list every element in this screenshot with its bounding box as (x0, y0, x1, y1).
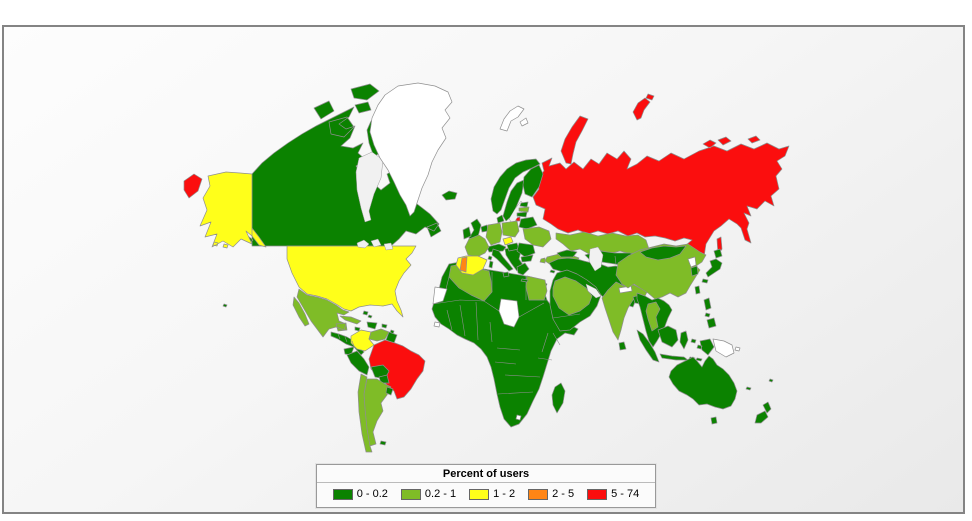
country-chile[interactable] (357, 373, 373, 453)
country-hispaniola[interactable] (366, 321, 378, 330)
country-papua-new-guinea[interactable] (712, 338, 741, 358)
country-austria-switzerland[interactable] (486, 243, 507, 253)
legend-label: 2 - 5 (552, 488, 575, 500)
country-thailand[interactable] (645, 301, 661, 332)
country-italy[interactable] (487, 248, 514, 278)
country-mongolia[interactable] (639, 245, 687, 261)
legend-box: Percent of users 0 - 0.2 0.2 - 1 1 - 2 2 - … (316, 464, 656, 508)
country-philippines[interactable] (703, 297, 717, 329)
country-mexico[interactable] (292, 288, 350, 338)
country-united-states[interactable] (199, 171, 417, 318)
country-sri-lanka[interactable] (618, 341, 627, 351)
country-uruguay[interactable] (385, 386, 394, 396)
caspian-sea (588, 246, 604, 272)
legend-item-4: 5 - 74 (587, 488, 639, 500)
country-greenland[interactable] (369, 82, 453, 217)
country-china[interactable] (615, 243, 707, 300)
legend-items: 0 - 0.2 0.2 - 1 1 - 2 2 - 5 5 - 74 (317, 483, 655, 505)
country-estonia[interactable] (519, 201, 529, 208)
country-western-sahara[interactable] (432, 286, 448, 305)
country-egypt[interactable] (525, 275, 548, 301)
country-hawaii[interactable] (222, 303, 228, 308)
country-jamaica[interactable] (354, 326, 361, 332)
country-bulgaria[interactable] (520, 254, 534, 263)
country-guinea-bissau[interactable] (433, 321, 441, 328)
legend-swatch-icon (469, 488, 490, 500)
legend-swatch-icon (332, 488, 353, 500)
country-japan[interactable] (701, 248, 723, 284)
country-australia[interactable] (668, 355, 738, 425)
misc-borders (337, 313, 581, 347)
country-iceland[interactable] (441, 190, 458, 201)
legend-label: 5 - 74 (611, 488, 640, 500)
legend-item-2: 1 - 2 (469, 488, 515, 500)
country-denmark[interactable] (496, 214, 505, 224)
country-bahamas[interactable] (362, 310, 373, 319)
great-lakes (356, 238, 394, 251)
country-svalbard[interactable] (499, 105, 529, 132)
country-poland[interactable] (501, 220, 520, 238)
country-puerto-rico[interactable] (381, 323, 388, 329)
country-ireland[interactable] (462, 226, 472, 240)
legend-swatch-icon (400, 488, 421, 500)
country-ukraine[interactable] (522, 226, 552, 248)
country-peru[interactable] (346, 350, 370, 376)
country-cuba[interactable] (339, 315, 362, 325)
legend-item-3: 2 - 5 (528, 488, 574, 500)
country-russia[interactable] (183, 93, 790, 258)
country-pacific-islands[interactable] (745, 378, 774, 391)
legend-title: Percent of users (317, 465, 655, 483)
country-romania[interactable] (516, 242, 536, 258)
country-north-korea[interactable] (687, 256, 697, 268)
legend-label: 1 - 2 (493, 488, 516, 500)
country-taiwan[interactable] (694, 285, 701, 295)
country-belarus[interactable] (518, 216, 538, 230)
persian-gulf (585, 283, 602, 299)
country-czech-republic[interactable] (502, 236, 514, 246)
legend-item-1: 0.2 - 1 (400, 488, 457, 500)
country-germany[interactable] (485, 222, 503, 246)
country-new-zealand[interactable] (754, 401, 772, 424)
country-madagascar[interactable] (551, 382, 566, 414)
country-greece[interactable] (516, 262, 530, 283)
legend-swatch-icon (528, 488, 549, 500)
legend-swatch-icon (587, 488, 608, 500)
legend-item-0: 0 - 0.2 (332, 488, 388, 500)
country-lesotho[interactable] (515, 414, 522, 421)
legend-label: 0 - 0.2 (356, 488, 388, 500)
country-falkland-islands[interactable] (379, 440, 387, 446)
country-latvia[interactable] (518, 206, 530, 213)
country-france[interactable] (464, 234, 490, 258)
country-caucasus[interactable] (556, 249, 578, 258)
country-cyprus[interactable] (549, 269, 556, 274)
country-south-korea[interactable] (690, 265, 699, 277)
country-finland[interactable] (522, 164, 544, 198)
country-portugal[interactable] (459, 256, 468, 273)
country-lithuania[interactable] (516, 211, 528, 218)
legend-label: 0.2 - 1 (424, 488, 457, 500)
country-venezuela[interactable] (368, 328, 390, 342)
country-norway[interactable] (490, 158, 541, 215)
country-saudi-arabia[interactable] (552, 276, 593, 316)
country-chad[interactable] (498, 298, 520, 328)
